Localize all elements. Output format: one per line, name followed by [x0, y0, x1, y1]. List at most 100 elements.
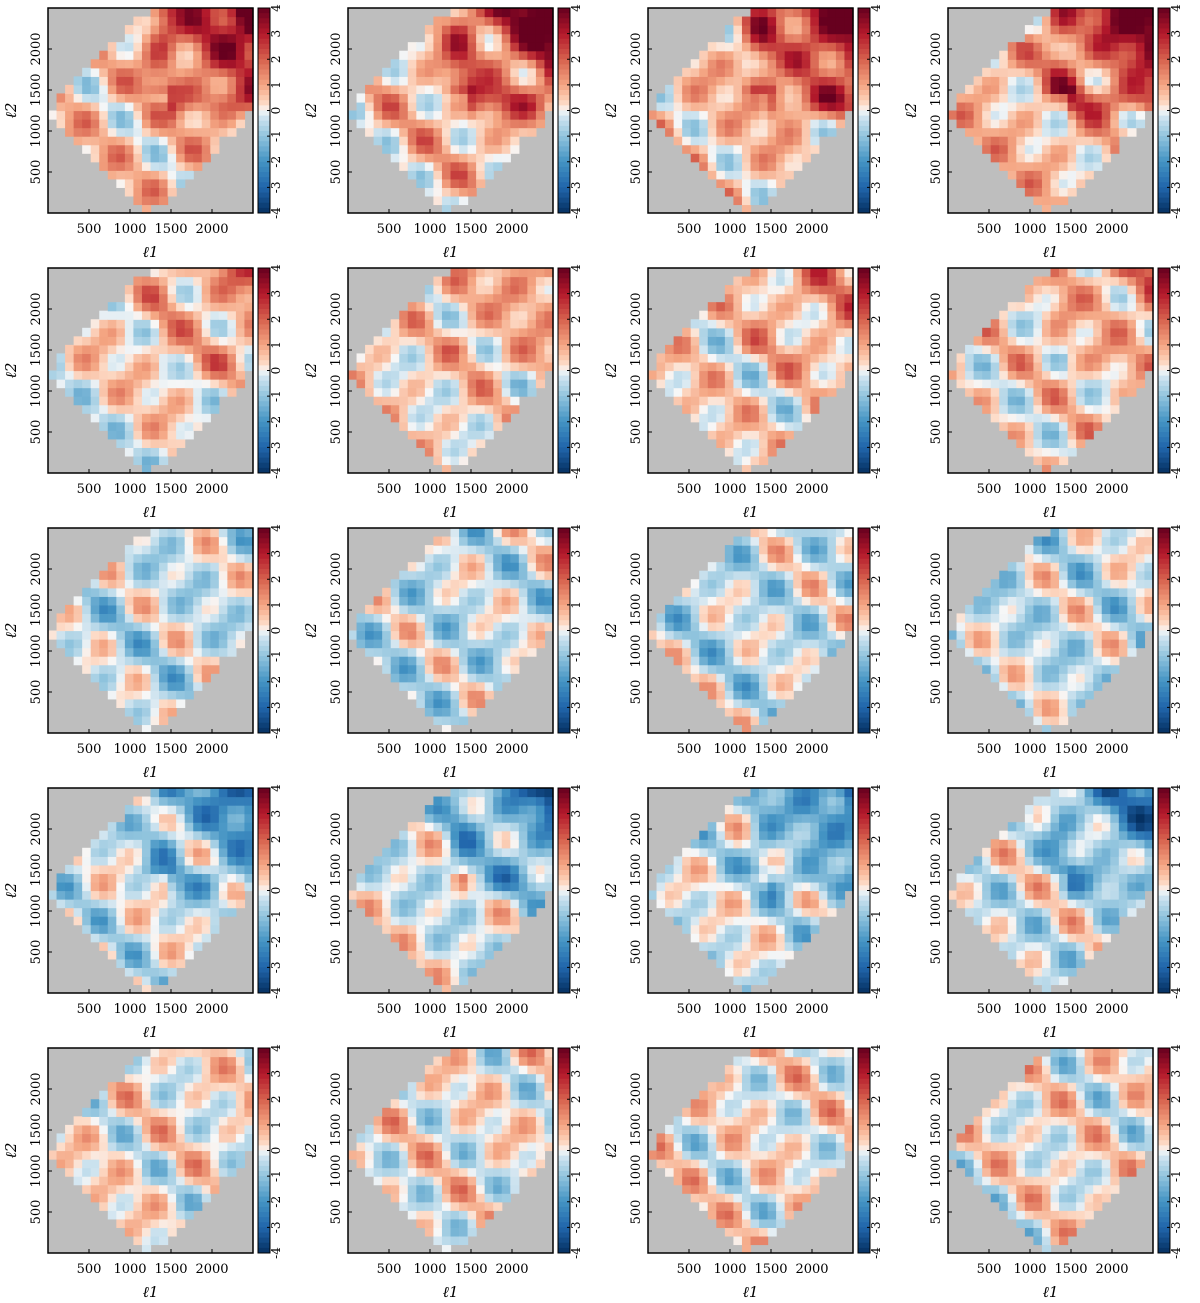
heatmap-cell: [510, 293, 520, 303]
heatmap-cell: [227, 336, 237, 346]
heatmap-cell: [801, 93, 811, 103]
heatmap-cell: [365, 119, 375, 129]
heatmap-cell: [1007, 370, 1017, 380]
heatmap-cell: [501, 621, 511, 632]
heatmap-cell: [176, 673, 186, 683]
x-tick-label: 1000: [1013, 222, 1046, 237]
heatmap-cell: [399, 673, 409, 683]
heatmap-cell: [776, 639, 786, 649]
heatmap-cell: [399, 570, 409, 580]
heatmap-cell: [682, 630, 692, 640]
heatmap-cell: [184, 101, 194, 112]
heatmap-cell: [184, 656, 194, 666]
heatmap-cell: [1016, 302, 1026, 312]
heatmap-cell: [673, 630, 683, 640]
heatmap-cell: [493, 76, 503, 86]
colorbar-segment: [858, 620, 870, 626]
x-axis-label: ℓ1: [143, 243, 159, 260]
heatmap-cell: [356, 110, 366, 120]
heatmap-cell: [467, 144, 477, 154]
heatmap-cell: [416, 587, 426, 597]
heatmap-cell: [665, 110, 675, 120]
y-tick-label: 500: [329, 160, 344, 185]
heatmap-cell: [416, 579, 426, 589]
heatmap-cell: [682, 327, 692, 337]
heatmap-cell: [1007, 93, 1017, 103]
heatmap-cell: [90, 93, 100, 103]
heatmap-cell: [373, 336, 383, 346]
heatmap-cell: [810, 8, 820, 18]
heatmap-cell: [467, 639, 477, 649]
heatmap-cell: [759, 268, 769, 278]
heatmap-cell: [690, 344, 700, 355]
heatmap-cell: [741, 404, 752, 414]
heatmap-cell: [707, 404, 717, 414]
heatmap-cell: [382, 387, 392, 397]
heatmap-cell: [450, 673, 460, 683]
heatmap-cell: [484, 673, 494, 683]
heatmap-cell: [801, 639, 811, 649]
heatmap-cell: [390, 639, 400, 649]
heatmap-cell: [476, 370, 486, 380]
heatmap-cell: [450, 285, 460, 295]
colorbar-segment: [558, 707, 570, 713]
colorbar-segment: [258, 375, 270, 382]
heatmap-cell: [835, 93, 846, 103]
heatmap-cell: [535, 327, 546, 337]
x-tick-label: 1500: [1054, 482, 1087, 497]
heatmap-cell: [767, 438, 777, 448]
heatmap-cell: [844, 361, 854, 372]
heatmap-cell: [1101, 413, 1111, 423]
y-tick-label: 500: [329, 680, 344, 705]
heatmap-cell: [1144, 50, 1154, 60]
heatmap-cell: [801, 144, 811, 154]
heatmap-cell: [965, 387, 975, 397]
heatmap-cell: [82, 361, 92, 372]
heatmap-cell: [818, 639, 828, 649]
heatmap-cell: [390, 319, 400, 329]
heatmap-cell: [690, 639, 700, 649]
heatmap-cell: [99, 570, 109, 580]
heatmap-cell: [724, 25, 735, 35]
heatmap-cell: [133, 76, 143, 86]
heatmap-cell: [535, 50, 546, 60]
heatmap-cell: [467, 553, 477, 563]
heatmap-cell: [56, 613, 66, 623]
heatmap-cell: [810, 136, 820, 146]
heatmap-cell: [1033, 293, 1043, 303]
heatmap-cell: [759, 707, 769, 717]
heatmap-cell: [793, 596, 803, 606]
heatmap-cell: [1118, 33, 1128, 43]
heatmap-cell: [133, 562, 143, 572]
heatmap-cell: [690, 153, 700, 163]
heatmap-cell: [90, 639, 100, 649]
heatmap-cell: [1033, 25, 1043, 35]
heatmap-cell: [1101, 59, 1111, 69]
heatmap-cell: [56, 361, 66, 372]
heatmap-cell: [133, 327, 143, 337]
heatmap-cell: [150, 379, 160, 389]
heatmap-cell: [759, 336, 769, 346]
heatmap-cell: [193, 50, 203, 60]
colorbar-segment: [258, 452, 270, 459]
heatmap-cell: [1041, 455, 1052, 466]
heatmap-cell: [218, 545, 228, 555]
heatmap-cell: [648, 630, 658, 640]
colorbar-segment: [1158, 90, 1170, 96]
heatmap-cell: [793, 33, 803, 43]
heatmap-cell: [399, 681, 409, 691]
heatmap-cell: [784, 170, 794, 180]
heatmap-cell: [1093, 361, 1103, 372]
heatmap-cell: [1127, 93, 1137, 103]
heatmap-cell: [716, 327, 726, 337]
heatmap-cell: [365, 604, 375, 615]
colorbar-segment: [858, 293, 870, 300]
heatmap-cell: [1059, 16, 1069, 26]
heatmap-cell: [776, 604, 786, 615]
colorbar-segment: [1158, 182, 1170, 188]
heatmap-cell: [1093, 110, 1103, 120]
heatmap-cell: [767, 293, 777, 303]
heatmap-cell: [235, 553, 246, 563]
heatmap-cell: [801, 630, 811, 640]
heatmap-cell: [801, 613, 811, 623]
